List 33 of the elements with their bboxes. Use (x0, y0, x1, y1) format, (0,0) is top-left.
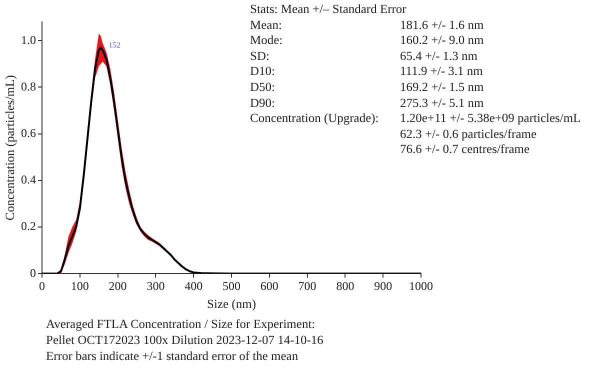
x-tick-label: 100 (70, 278, 89, 293)
y-tick-label: 0.6 (21, 126, 36, 140)
x-tick-label: 0 (39, 278, 45, 293)
text: Stats: Mean +/– Standard Error (250, 2, 406, 18)
text: Error bars indicate +/-1 standard error of the mean (46, 348, 300, 364)
x-tick-label: 800 (336, 278, 354, 293)
y-tick-label: 0.2 (21, 219, 36, 234)
text: Averaged FTLA Concentration / Size for Experiment: (46, 316, 316, 332)
text: D90: 275.3 +/- 5.1 nm (250, 96, 484, 110)
text: D10: 111.9 +/- 3.1 nm (250, 64, 483, 78)
y-tick-label: 0.4 (21, 172, 36, 187)
text: Pellet OCT172023 100x Dilution 2023-12-07 14-10-16 (46, 332, 324, 348)
annotation: 152 (108, 40, 121, 50)
text: Concentration (Upgrade): 1.20e+11 +/- 5.38e+09 particles/mL (250, 111, 581, 126)
y-tick-label: 0.8 (21, 79, 36, 94)
x-tick-label: 300 (146, 278, 165, 293)
text: Mean: 181.6 +/- 1.6 nm (250, 18, 484, 32)
x-axis-title: Size (nm) (207, 296, 256, 311)
y-tick-label: 0 (30, 266, 36, 280)
annotation: 62.3 +/- 0.6 particles/frame (400, 126, 537, 142)
x-tick-label: 200 (108, 278, 127, 293)
annotation: 76.6 +/- 0.7 centres/frame (400, 142, 530, 158)
text: Mode: 160.2 +/- 9.0 nm (250, 33, 484, 48)
text: SD: 65.4 +/- 1.3 nm (250, 48, 478, 63)
y-axis-title: Concentration (particles/mL) (2, 75, 17, 221)
x-tick-label: 900 (374, 278, 392, 293)
x-tick-label: 700 (298, 278, 316, 293)
text: D50: 169.2 +/- 1.5 nm (250, 80, 484, 94)
x-tick-label: 400 (184, 278, 203, 293)
x-tick-label: 500 (222, 278, 240, 293)
x-tick-label: 600 (260, 278, 278, 293)
x-tick-label: 1000 (409, 278, 433, 293)
y-tick-label: 1.0 (21, 32, 36, 47)
